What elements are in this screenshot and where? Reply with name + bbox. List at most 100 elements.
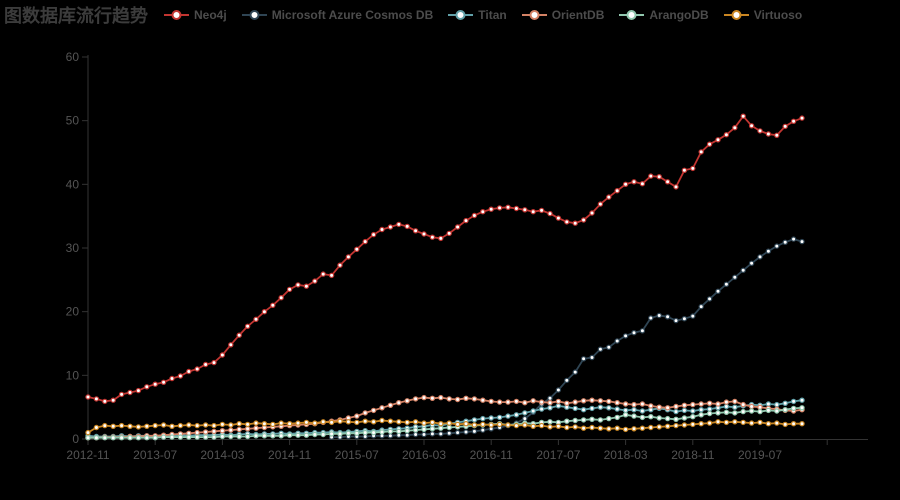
data-point [597,346,604,352]
data-point [354,430,360,436]
data-point [664,405,671,411]
data-point [446,396,452,402]
data-point [555,423,562,429]
legend-item-microsoft-azure-cosmos-db[interactable]: Microsoft Azure Cosmos DB [241,8,433,22]
data-point [85,435,91,441]
data-point [505,204,511,210]
data-point [748,123,755,129]
series-virtuoso [85,417,805,436]
data-point [278,420,284,426]
data-point [538,422,545,429]
data-point [782,400,788,406]
data-point [396,419,402,425]
data-point [471,422,478,428]
data-point [480,415,486,422]
legend-line-marker-icon [521,10,547,20]
data-point [169,434,175,440]
data-point [606,426,612,432]
data-point [438,425,444,431]
data-point [412,419,419,425]
x-axis-label: 2018-03 [604,448,648,462]
data-point [127,435,133,441]
data-point [488,206,494,212]
data-point [639,408,646,414]
data-point [278,433,284,439]
data-point [177,373,184,379]
data-point [698,407,704,413]
data-point [547,395,553,401]
data-point [656,415,662,421]
data-point [664,314,671,320]
data-point [429,426,436,432]
data-point [421,420,427,426]
legend-item-virtuoso[interactable]: Virtuoso [723,8,802,22]
data-point [446,424,452,431]
data-point [782,239,788,245]
data-point [379,429,385,435]
data-point [614,187,620,194]
data-point [580,425,587,431]
data-point [219,352,226,358]
data-point [555,398,562,405]
legend-item-label: Titan [478,8,507,22]
legend-line-marker-icon [241,10,267,20]
data-point [228,342,234,348]
data-point [622,412,629,418]
data-point [698,303,704,310]
data-point [631,426,637,432]
data-point [286,421,293,427]
data-point [194,429,200,436]
legend-item-titan[interactable]: Titan [448,8,507,22]
data-point [488,422,494,428]
data-point [706,420,713,426]
data-point [202,434,209,440]
data-point [572,399,578,405]
data-point [723,281,730,287]
x-axis-label: 2017-07 [536,448,580,462]
data-point [286,286,293,293]
data-point [370,429,377,436]
data-point [715,401,721,407]
data-point [404,223,410,230]
data-point [379,417,385,424]
data-point [85,394,91,400]
data-point [219,433,226,440]
data-point [614,406,620,412]
y-axis-label: 20 [66,305,80,319]
data-point [337,431,343,437]
data-point [631,413,637,419]
data-point [320,419,326,425]
legend-item-orientdb[interactable]: OrientDB [521,8,604,22]
data-point [244,323,251,329]
data-point [782,407,788,413]
data-point [564,219,570,225]
data-point [715,137,721,143]
y-axis-label: 30 [66,241,80,255]
data-point [522,415,528,422]
data-point [732,404,738,410]
chart-header: 图数据库流行趋势 Neo4j Microsoft Azure Cosmos DB T… [4,2,802,28]
data-point [186,368,192,375]
data-point [790,421,797,427]
data-point [639,401,646,407]
data-point [396,221,402,228]
data-point [102,398,108,405]
legend-item-neo4j[interactable]: Neo4j [164,8,227,22]
data-point [454,429,461,436]
data-point [118,391,125,398]
data-point [85,429,91,436]
y-axis-label: 10 [66,368,80,382]
data-point [412,431,419,438]
data-point [429,419,436,426]
legend-item-arangodb[interactable]: ArangoDB [619,8,709,22]
data-point [429,395,436,401]
data-point [639,180,646,187]
data-point [706,406,713,412]
data-point [799,238,805,245]
data-point [639,425,646,431]
data-point [681,316,688,322]
data-point [715,419,721,425]
x-axis-label: 2013-07 [133,448,177,462]
data-point [706,141,713,147]
data-point [379,226,385,233]
